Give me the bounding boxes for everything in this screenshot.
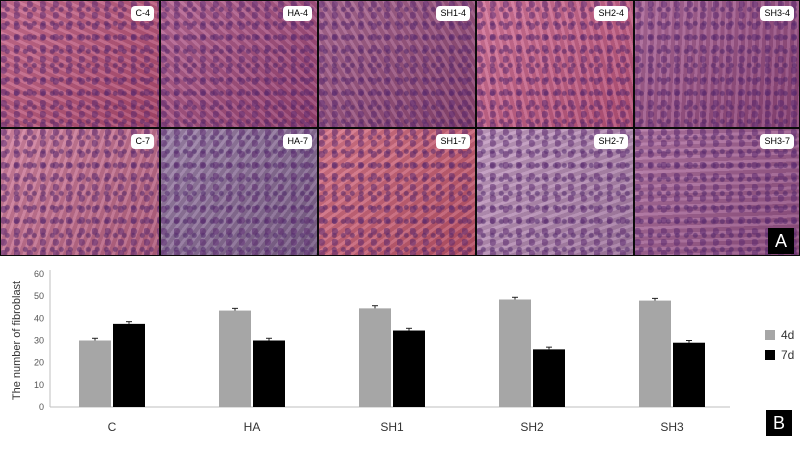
tissue-texture [477,1,633,127]
micrograph-label: SH2-7 [594,134,628,149]
micrograph-label: C-4 [131,6,154,21]
bar-4d-sh1 [359,308,391,407]
y-tick-label: 10 [34,380,44,390]
micrograph-label: HA-4 [283,6,312,21]
panel-label-b: B [766,410,792,436]
bar-4d-c [79,340,111,407]
micrograph-ha-4: HA-4 [160,0,318,128]
y-axis-title: The number of fibroblast [11,281,23,400]
micrograph-ha-7: HA-7 [160,128,318,256]
y-tick-label: 50 [34,291,44,301]
micrograph-c-7: C-7 [0,128,160,256]
micrograph-label: SH1-4 [436,6,470,21]
x-tick-label: HA [244,420,261,434]
legend-label-4d: 4d [781,328,794,342]
micrograph-label: C-7 [131,134,154,149]
bar-7d-sh1 [393,330,425,407]
bar-7d-sh2 [533,349,565,407]
micrograph-sh2-7: SH2-7 [476,128,634,256]
legend-swatch-4d [765,330,775,340]
bar-4d-ha [219,310,251,407]
bar-7d-c [113,323,145,407]
fibroblast-bar-chart: 0 10 20 30 40 50 60 The number of fibroblast C HA… [11,269,794,434]
legend-swatch-7d [765,350,775,360]
tissue-texture [635,1,799,127]
tissue-texture [1,1,159,127]
micrograph-sh1-4: SH1-4 [318,0,476,128]
legend-label-7d: 7d [781,348,794,362]
micrograph-c-4: C-4 [0,0,160,128]
bar-7d-ha [253,340,285,407]
micrograph-label: SH2-4 [594,6,628,21]
micrograph-sh1-7: SH1-7 [318,128,476,256]
y-tick-label: 60 [34,269,44,279]
tissue-texture [1,129,159,255]
bar-4d-sh2 [499,299,531,407]
micrograph-sh3-4: SH3-4 [634,0,800,128]
y-tick-label: 20 [34,358,44,368]
tissue-texture [477,129,633,255]
tissue-texture [161,129,317,255]
micrograph-label: SH1-7 [436,134,470,149]
micrograph-label: HA-7 [283,134,312,149]
tissue-texture [319,1,475,127]
y-tick-label: 0 [39,402,44,412]
tissue-texture [161,1,317,127]
y-tick-label: 30 [34,336,44,346]
bar-7d-sh3 [673,342,705,407]
x-tick-label: SH3 [660,420,684,434]
y-tick-label: 40 [34,313,44,323]
x-tick-label: SH1 [380,420,404,434]
x-tick-label: C [108,420,117,434]
micrograph-sh2-4: SH2-4 [476,0,634,128]
bar-4d-sh3 [639,300,671,407]
tissue-texture [319,129,475,255]
micrograph-label: SH3-4 [760,6,794,21]
micrograph-label: SH3-7 [760,134,794,149]
x-tick-label: SH2 [520,420,544,434]
micrograph-panel: C-4 HA-4 SH1-4 SH2-4 SH3-4 C-7 HA-7 SH1-7 SH2-7 S… [0,0,800,256]
panel-label-a: A [768,228,794,254]
